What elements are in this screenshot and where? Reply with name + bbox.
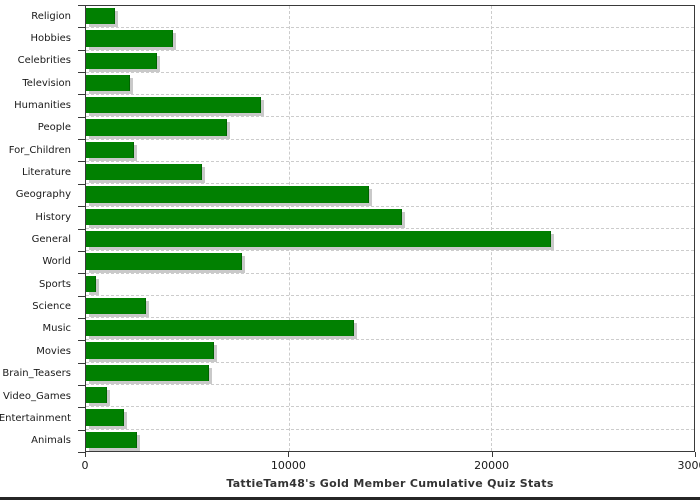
y-tick-mark <box>78 27 85 28</box>
chart-row <box>86 385 694 408</box>
y-tick-mark <box>78 50 85 51</box>
bar-literature <box>86 164 202 181</box>
chart-row <box>86 274 694 296</box>
bar-humanities <box>86 97 262 114</box>
chart-row <box>86 251 694 274</box>
y-axis-label: World <box>42 256 71 268</box>
bar-world <box>86 253 243 270</box>
chart-row <box>86 296 694 319</box>
y-tick-mark <box>78 206 85 207</box>
y-tick-mark <box>78 296 85 297</box>
chart-row <box>86 51 694 73</box>
bar-people <box>86 119 227 136</box>
y-tick-mark <box>78 251 85 252</box>
chart-title: TattieTam48's Gold Member Cumulative Qui… <box>226 477 554 490</box>
y-tick-mark <box>78 340 85 341</box>
y-axis-label: Celebrities <box>17 55 71 67</box>
y-axis-label: Movies <box>36 345 71 357</box>
chart-row <box>86 95 694 118</box>
y-tick-mark <box>78 72 85 73</box>
bar-history <box>86 208 403 225</box>
y-axis-label: Animals <box>31 435 71 447</box>
bar-sports <box>86 275 97 292</box>
y-axis-label: Music <box>42 323 71 335</box>
plot-area <box>85 5 695 452</box>
x-tick-mark <box>85 452 86 457</box>
chart-row <box>86 6 694 29</box>
chart-row <box>86 73 694 96</box>
chart-row <box>86 207 694 229</box>
y-tick-mark <box>78 407 85 408</box>
chart-row <box>86 407 694 430</box>
y-axis-label: Science <box>32 301 71 313</box>
bar-for_children <box>86 141 134 159</box>
bar-television <box>86 74 130 92</box>
bar-video_games <box>86 387 107 404</box>
y-tick-mark <box>78 318 85 319</box>
chart-row <box>86 340 694 363</box>
y-tick-mark <box>78 5 85 6</box>
bar-celebrities <box>86 52 157 69</box>
x-tick-mark <box>695 452 696 457</box>
chart-row <box>86 140 694 163</box>
y-tick-mark <box>78 273 85 274</box>
bar-music <box>86 320 354 337</box>
y-axis-label: Television <box>22 77 71 89</box>
y-axis-label: Hobbies <box>30 33 71 45</box>
y-axis-label: Geography <box>15 189 71 201</box>
y-tick-mark <box>78 363 85 364</box>
y-axis-label: Video_Games <box>3 390 71 402</box>
y-axis-label: For_Children <box>8 144 71 156</box>
bar-science <box>86 297 146 315</box>
y-tick-mark <box>78 229 85 230</box>
x-tick-mark <box>288 452 290 457</box>
chart-row <box>86 184 694 207</box>
chart-row <box>86 318 694 341</box>
chart-row <box>86 28 694 51</box>
y-axis-label: History <box>35 211 71 223</box>
y-tick-mark <box>78 430 85 431</box>
y-tick-mark <box>78 184 85 185</box>
bar-entertainment <box>86 409 125 426</box>
bar-religion <box>86 8 116 25</box>
y-axis-label: Entertainment <box>0 412 71 424</box>
chart-row <box>86 430 694 451</box>
bar-movies <box>86 342 215 359</box>
y-axis-label: Humanities <box>14 100 71 112</box>
bar-geography <box>86 186 369 203</box>
chart-row <box>86 363 694 386</box>
window-bottom-edge <box>0 497 700 500</box>
y-axis-labels: Religion Hobbies Celebrities Television Huma… <box>0 5 78 452</box>
x-tick-label: 10000 <box>270 459 306 472</box>
bar-general <box>86 230 552 248</box>
x-tick-label: 0 <box>81 459 89 472</box>
y-tick-mark <box>78 161 85 162</box>
bar-brain_teasers <box>86 364 209 382</box>
bar-animals <box>86 431 137 448</box>
chart-row <box>86 229 694 252</box>
chart-row <box>86 162 694 185</box>
y-tick-mark <box>78 452 85 453</box>
y-tick-mark <box>78 139 85 140</box>
x-tick-label: 30000 <box>677 459 700 472</box>
y-axis-label: People <box>37 122 71 134</box>
x-tick-label: 20000 <box>474 459 510 472</box>
bar-rows <box>86 6 694 451</box>
bar-hobbies <box>86 30 174 47</box>
y-axis-label: Religion <box>31 10 71 22</box>
y-axis-label: Literature <box>22 167 71 179</box>
y-axis-label: Brain_Teasers <box>2 368 71 380</box>
chart-row <box>86 117 694 140</box>
y-tick-mark <box>78 94 85 95</box>
y-tick-mark <box>78 385 85 386</box>
y-tick-mark <box>78 117 85 118</box>
y-axis-label: General <box>31 234 71 246</box>
x-tick-mark <box>491 452 493 457</box>
y-axis-label: Sports <box>38 278 71 290</box>
